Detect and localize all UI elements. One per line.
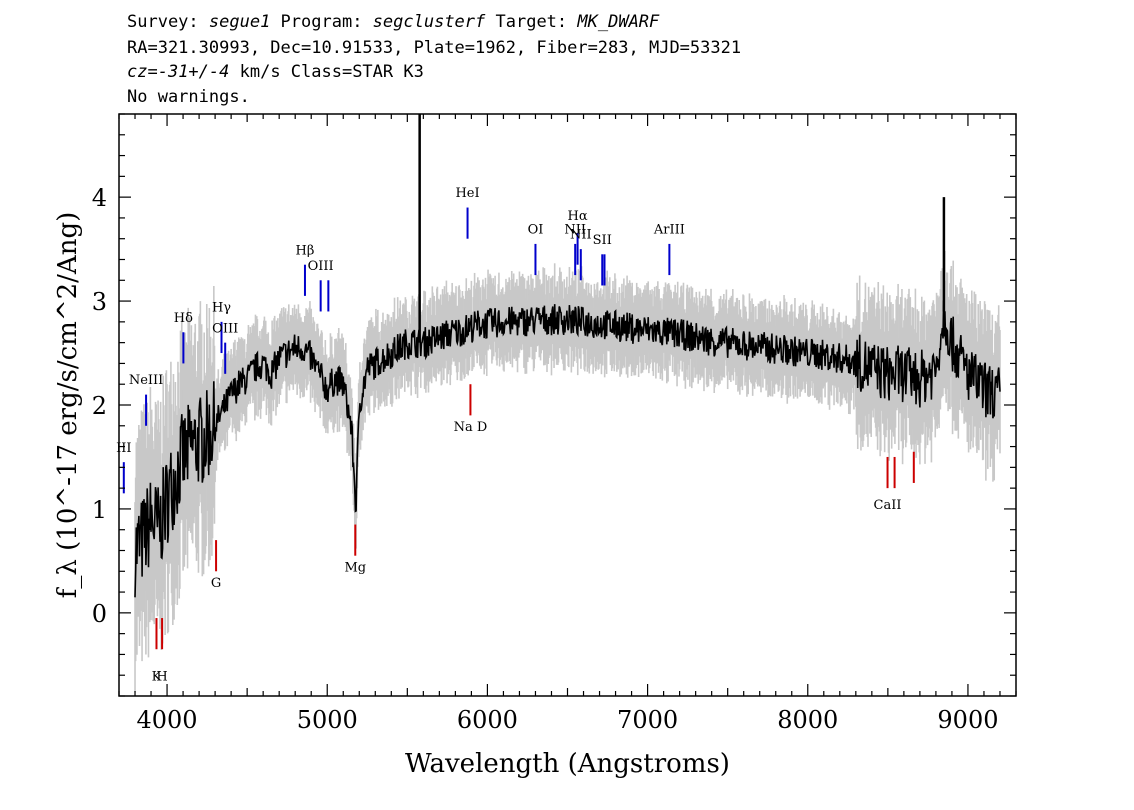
- target-value: MK_DWARF: [577, 12, 660, 32]
- line-marker-label: Hβ: [296, 243, 315, 258]
- cz-value: -31+/-4: [157, 62, 230, 82]
- line-marker-label: SII: [593, 233, 612, 248]
- y-axis-label: f_λ (10^-17 erg/s/cm^2/Ang): [53, 212, 83, 598]
- survey-label: Survey:: [127, 12, 209, 32]
- y-tick-label: 3: [92, 288, 107, 316]
- program-value: segclusterf: [372, 12, 486, 32]
- x-axis-label: Wavelength (Angstroms): [405, 749, 730, 779]
- line-marker-label: Na D: [454, 420, 488, 435]
- flux-series: [134, 114, 1001, 598]
- line-marker-label: OI: [528, 223, 544, 238]
- x-tick-label: 4000: [137, 706, 198, 734]
- line-marker-label: CaII: [874, 498, 902, 513]
- header-line-2: RA=321.30993, Dec=10.91533, Plate=1962, …: [127, 38, 742, 58]
- cz-rest: km/s Class=STAR K3: [229, 62, 424, 82]
- line-marker-label: K: [152, 669, 162, 684]
- x-tick-label: 8000: [777, 706, 838, 734]
- header-line-3: cz=-31+/-4 km/s Class=STAR K3: [127, 64, 424, 81]
- survey-value: segue1: [208, 12, 271, 32]
- cz-label: cz=: [127, 62, 158, 82]
- y-tick-label: 2: [92, 392, 107, 420]
- line-marker-label: Hδ: [174, 311, 193, 326]
- line-marker-label: NeIII: [129, 373, 163, 388]
- line-marker-label: Hγ: [212, 300, 231, 315]
- line-marker-label: G: [211, 576, 221, 591]
- header-line-4: No warnings.: [127, 87, 250, 107]
- error-band: [134, 238, 1001, 693]
- program-label: Program:: [270, 12, 373, 32]
- header-line-1: Survey: segue1 Program: segclusterf Targ…: [127, 14, 659, 31]
- target-label: Target:: [485, 12, 578, 32]
- x-tick-label: 7000: [617, 706, 678, 734]
- line-marker-label: HeI: [455, 186, 479, 201]
- y-tick-label: 0: [92, 600, 107, 628]
- axis-ticks: 4000 5000 6000 7000 8000 9000 0 1 2 3 4: [92, 113, 1017, 734]
- y-tick-label: 1: [92, 496, 107, 524]
- flux-line: [134, 300, 1001, 598]
- line-marker-label: H: [156, 669, 167, 684]
- line-marker-label: OIII: [308, 259, 334, 274]
- line-marker-label: Hα: [568, 209, 588, 224]
- line-marker-label: Mg: [344, 560, 366, 575]
- line-marker-label: NII: [570, 228, 592, 243]
- y-tick-label: 4: [92, 184, 107, 212]
- x-tick-label: 5000: [297, 706, 358, 734]
- x-tick-label: 9000: [937, 706, 998, 734]
- x-tick-label: 6000: [457, 706, 518, 734]
- line-marker-label: III: [116, 441, 131, 456]
- line-marker-label: NII: [564, 223, 586, 238]
- line-marker-label: OIII: [212, 321, 238, 336]
- line-marker-label: ArIII: [653, 223, 685, 238]
